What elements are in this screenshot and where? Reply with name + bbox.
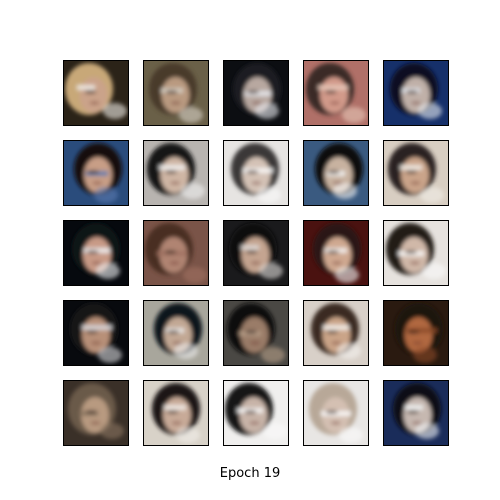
sample-image-23 <box>223 380 289 446</box>
sample-image-11 <box>63 220 129 286</box>
sample-image-8 <box>223 140 289 206</box>
sample-image-17 <box>143 300 209 366</box>
sample-image-15 <box>383 220 449 286</box>
sample-image-19 <box>303 300 369 366</box>
sample-image-6 <box>63 140 129 206</box>
sample-image-10 <box>383 140 449 206</box>
sample-image-12 <box>143 220 209 286</box>
sample-image-16 <box>63 300 129 366</box>
sample-image-24 <box>303 380 369 446</box>
sample-image-22 <box>143 380 209 446</box>
sample-image-13 <box>223 220 289 286</box>
sample-image-2 <box>143 60 209 126</box>
sample-image-21 <box>63 380 129 446</box>
sample-image-25 <box>383 380 449 446</box>
sample-image-4 <box>303 60 369 126</box>
sample-image-9 <box>303 140 369 206</box>
sample-image-7 <box>143 140 209 206</box>
sample-image-1 <box>63 60 129 126</box>
sample-image-5 <box>383 60 449 126</box>
figure-caption: Epoch 19 <box>219 466 281 481</box>
sample-image-18 <box>223 300 289 366</box>
sample-image-20 <box>383 300 449 366</box>
sample-image-3 <box>223 60 289 126</box>
sample-image-14 <box>303 220 369 286</box>
